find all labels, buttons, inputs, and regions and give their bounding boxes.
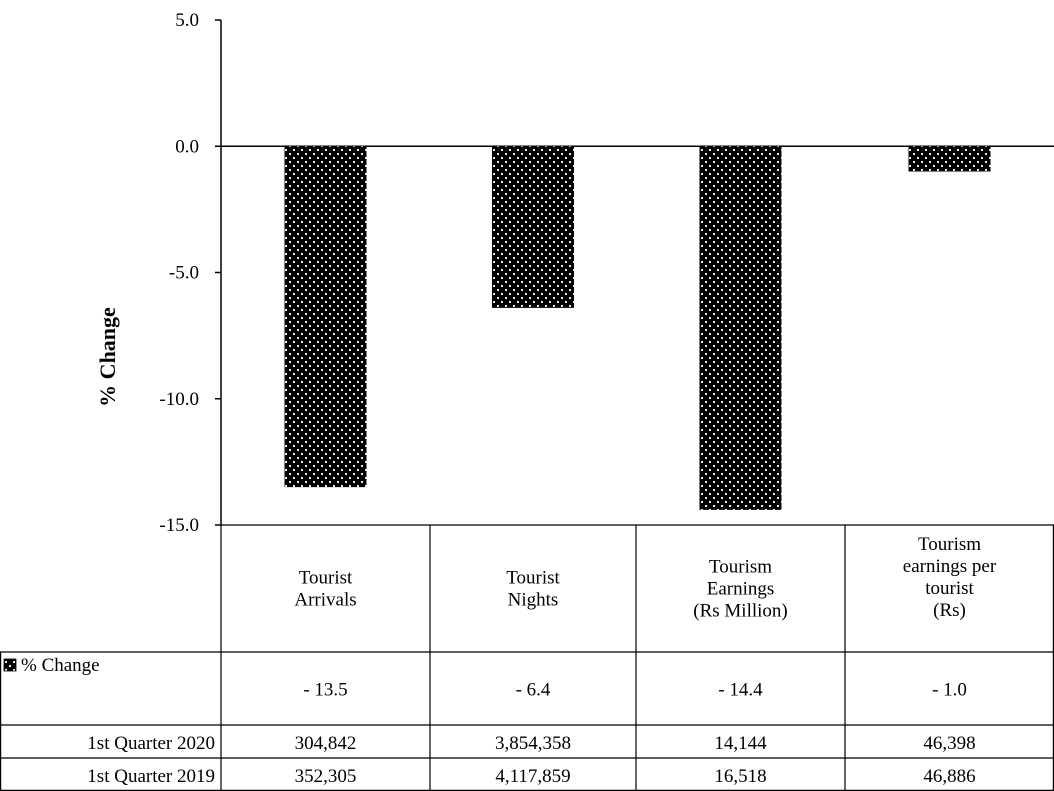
- y-tick-label: -15.0: [159, 515, 199, 536]
- y-tick-label: 0.0: [175, 136, 199, 157]
- bar: [492, 146, 574, 308]
- bar: [908, 146, 991, 172]
- category-label: Earnings: [707, 579, 775, 600]
- table-cell: 4,117,859: [495, 766, 570, 787]
- table-cell: 304,842: [295, 733, 357, 754]
- bar: [699, 146, 782, 510]
- table-cell: 16,518: [714, 766, 766, 787]
- table-cell: - 13.5: [303, 680, 347, 701]
- y-axis-label: % Change: [95, 307, 120, 407]
- y-tick-label: -10.0: [159, 389, 199, 410]
- category-label: earnings per: [903, 556, 997, 577]
- category-label: Nights: [508, 590, 559, 611]
- table-cell: 352,305: [295, 766, 357, 787]
- category-label: (Rs Million): [693, 601, 787, 622]
- row-label: 1st Quarter 2020: [87, 733, 215, 754]
- table-cell: 46,398: [923, 733, 975, 754]
- legend-key-swatch: [3, 658, 17, 672]
- category-label: Tourist: [506, 568, 560, 589]
- table-cell: - 6.4: [516, 680, 551, 701]
- table-cell: 14,144: [714, 733, 767, 754]
- row-label: 1st Quarter 2019: [87, 766, 215, 787]
- category-label: Arrivals: [294, 590, 356, 611]
- bar: [284, 146, 367, 488]
- table-cell: 46,886: [923, 766, 975, 787]
- category-label: Tourism: [709, 557, 772, 578]
- y-tick-label: 5.0: [175, 10, 199, 31]
- table-cell: - 14.4: [718, 680, 763, 701]
- row-label: % Change: [21, 655, 100, 676]
- table-cell: 3,854,358: [495, 733, 571, 754]
- category-label: Tourist: [299, 568, 353, 589]
- y-tick-label: -5.0: [169, 263, 199, 284]
- category-label: Tourism: [918, 534, 981, 555]
- category-label: (Rs): [933, 600, 966, 621]
- category-label: tourist: [925, 578, 974, 599]
- table-cell: - 1.0: [932, 680, 967, 701]
